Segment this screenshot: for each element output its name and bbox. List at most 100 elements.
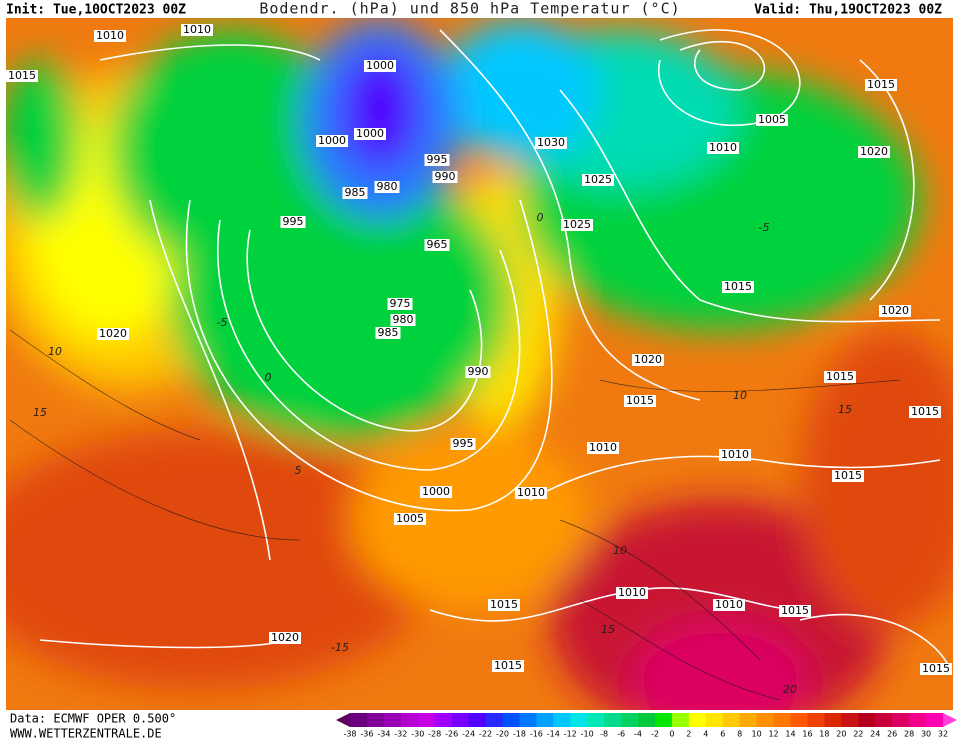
colorbar-box [824,713,842,727]
colorbar-tick-label: -32 [394,730,407,739]
isobar-label-box [920,663,952,675]
isobar-label-box [865,79,897,91]
isobar-label: 985 [345,186,366,199]
colorbar-box [434,713,453,727]
colorbar-box [451,713,470,727]
isotherm-label: 10 [733,389,747,402]
isobar-label: 1015 [490,598,518,611]
colorbar-tick-label: 24 [870,730,880,739]
isobar-label-box [6,70,38,82]
isobar-label-box [858,146,890,158]
colorbar-tick-label: -20 [496,730,509,739]
colorbar-tick-label: -30 [411,730,424,739]
isobar-label: 965 [427,238,448,251]
isobar-label-box [269,632,301,644]
colorbar-box [400,713,419,727]
colorbar-box [841,713,859,727]
website: WWW.WETTERZENTRALE.DE [10,727,162,741]
colorbar-tick-label: 32 [938,730,948,739]
isobar-label-box [722,281,754,293]
colorbar-tick-label: 20 [836,730,846,739]
isobar-label: 1020 [881,304,909,317]
isobar-label: 1000 [356,127,384,140]
colorbar-tick-label: 4 [703,730,708,739]
isobar-label-box [342,187,368,199]
isotherm-label: 0 [265,371,272,384]
isobar-label: 1015 [781,604,809,617]
isobar-label: 1000 [422,485,450,498]
colorbar-box [892,713,910,727]
colorbar-box [621,713,639,727]
colorbar-tick-label: 12 [768,730,778,739]
colorbar-box [722,713,741,727]
isobar-label: 1010 [715,598,743,611]
isobar-label: 1000 [366,59,394,72]
colorbar-box [875,713,893,727]
colorbar-box [553,713,571,727]
colorbar-tick-label: 10 [752,730,762,739]
isotherm-label: -5 [217,316,228,329]
colorbar-box [773,713,792,727]
isobar-label-box [909,406,941,418]
isobar-label: 1020 [99,327,127,340]
isobar-label-box [488,599,520,611]
colorbar-tick-label: 26 [887,730,897,739]
isobar-label: 1015 [724,280,752,293]
isobar-label-box [465,366,491,378]
isobar-label: 1025 [584,173,612,186]
isobar-label-box [713,599,745,611]
isobar-label-box [561,219,593,231]
isotherm-label: 10 [48,345,62,358]
isobar-label: 975 [390,297,411,310]
isobar-label-box [375,327,401,339]
isobar-label: 990 [435,170,456,183]
colorbar-box [739,713,758,727]
isobar-label-box [779,605,811,617]
isobar-label-box [832,470,864,482]
colorbar-box [587,713,605,727]
isobar-label: 1025 [563,218,591,231]
isobar-label: 1010 [517,486,545,499]
colorbar-box [756,713,775,727]
colorbar-tick-label: 22 [853,730,863,739]
isotherm-label: 15 [33,406,47,419]
isobar-label-box [181,24,213,36]
colorbar-box [468,713,487,727]
isobar-label-box [707,142,739,154]
isobar-label-box [97,328,129,340]
colorbar: -38 -36 -34 -32 -30 -28 -26 -24 -22 -20 -18 -16 -14-… [336,713,957,739]
isobar-label-box [824,371,856,383]
isobar-label-box [364,60,396,72]
valid-time: Valid: Thu,19OCT2023 00Z [754,3,942,18]
isobar-label-box [394,513,426,525]
isobar-label: 980 [393,313,414,326]
isobar-label: 1030 [537,136,565,149]
colorbar-tick-label: -10 [581,730,594,739]
colorbar-box [909,713,927,727]
colorbar-tick-label: 18 [819,730,829,739]
colorbar-box [688,713,707,727]
colorbar-box [502,713,520,727]
colorbar-tick-label: -26 [445,730,458,739]
isobar-label-box [632,354,664,366]
isobar-label-box [582,174,614,186]
isobar-label-box [280,216,306,228]
data-source: Data: ECMWF OPER 0.500° [10,712,176,726]
colorbar-box [705,713,724,727]
isobar-label: 1015 [494,659,522,672]
isobar-label: 1020 [634,353,662,366]
isobar-label: 1005 [396,512,424,525]
isobar-label-box [354,128,386,140]
isotherm-label: 10 [613,544,627,557]
colorbar-tick-label: -18 [513,730,526,739]
isotherm-label: 0 [537,211,544,224]
isobar-label-box [492,660,524,672]
colorbar-box [604,713,622,727]
isotherm-label: 15 [601,623,615,636]
isobar-label-box [450,438,476,450]
isobar-label: 995 [283,215,304,228]
colorbar-box [790,713,808,727]
colorbar-box [638,713,656,727]
isobar-label-box [515,487,547,499]
